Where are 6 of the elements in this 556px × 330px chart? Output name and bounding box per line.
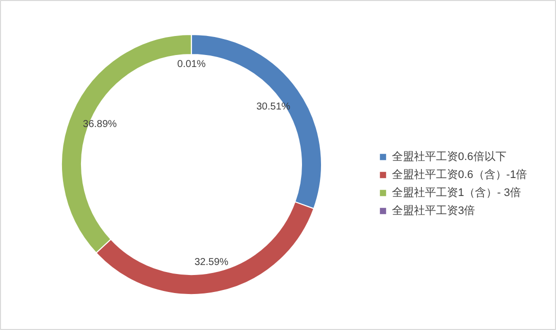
legend-label: 全盟社平工资1（含）- 3倍 [392,186,521,200]
data-label: 0.01% [177,59,206,70]
legend-label: 全盟社平工资3倍 [392,204,476,218]
data-label: 32.59% [194,256,229,268]
legend-label: 全盟社平工资0.6倍以下 [392,150,506,164]
legend-label: 全盟社平工资0.6（含）-1倍 [392,168,528,182]
